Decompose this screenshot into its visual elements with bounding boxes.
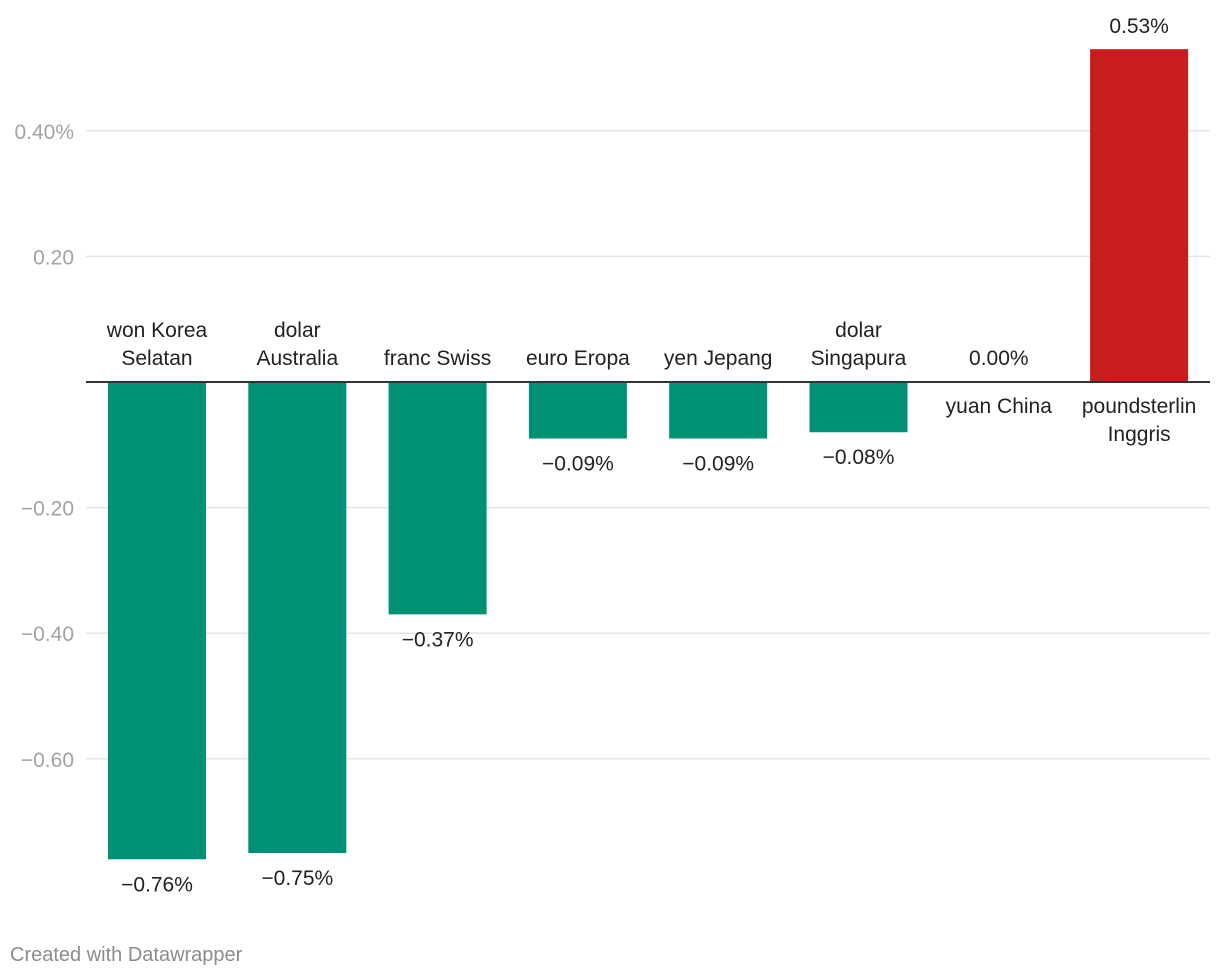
category-label-line: dolar xyxy=(835,319,882,342)
y-axis-ticks: 0.40% 0.20 −0.20 −0.40 −0.60 xyxy=(14,121,74,772)
y-tick-label: −0.60 xyxy=(21,749,74,772)
bar xyxy=(1090,49,1189,382)
category-label-line: dolar xyxy=(274,319,321,342)
category-label: won Korea Selatan xyxy=(106,319,208,370)
data-label: −0.08% xyxy=(823,446,895,469)
category-label-line: yen Jepang xyxy=(664,347,773,370)
category-label-line: franc Swiss xyxy=(384,347,491,370)
y-tick-label: −0.40 xyxy=(21,623,74,646)
bar xyxy=(248,382,347,853)
category-label: dolar Singapura xyxy=(811,319,907,370)
data-label: −0.76% xyxy=(121,873,193,896)
data-label: −0.09% xyxy=(542,453,614,476)
category-label-line: Selatan xyxy=(121,347,192,370)
category-label-line: Australia xyxy=(256,347,338,370)
bar xyxy=(669,382,768,439)
category-label-line: Inggris xyxy=(1108,423,1171,446)
data-label: 0.53% xyxy=(1109,15,1169,38)
y-tick-label: −0.20 xyxy=(21,498,74,521)
bar xyxy=(528,382,627,439)
bar xyxy=(809,382,908,433)
y-tick-label: 0.40% xyxy=(14,121,74,144)
bar-chart: 0.40% 0.20 −0.20 −0.40 −0.60 −0.76% won Korea… xyxy=(14,15,1210,896)
data-label: 0.00% xyxy=(969,347,1029,370)
bar xyxy=(108,382,206,860)
category-label: dolar Australia xyxy=(256,319,338,370)
bar xyxy=(388,382,487,615)
category-label-line: euro Eropa xyxy=(526,347,630,370)
category-label: yuan China xyxy=(946,395,1053,418)
data-label: −0.75% xyxy=(261,867,333,890)
bars xyxy=(108,49,1189,860)
category-label-line: Singapura xyxy=(811,347,907,370)
category-label: yen Jepang xyxy=(664,347,773,370)
category-label: euro Eropa xyxy=(526,347,630,370)
category-label-line: yuan China xyxy=(946,395,1053,418)
category-label: poundsterlin Inggris xyxy=(1082,395,1196,446)
category-label-line: poundsterlin xyxy=(1082,395,1196,418)
category-label: franc Swiss xyxy=(384,347,491,370)
data-label: −0.09% xyxy=(682,453,754,476)
labels: −0.76% won Korea Selatan −0.75% dolar Austral… xyxy=(106,15,1197,896)
category-label-line: won Korea xyxy=(106,319,208,342)
data-label: −0.37% xyxy=(402,628,474,651)
footer-credit: Created with Datawrapper xyxy=(10,944,243,966)
y-tick-label: 0.20 xyxy=(33,246,74,269)
